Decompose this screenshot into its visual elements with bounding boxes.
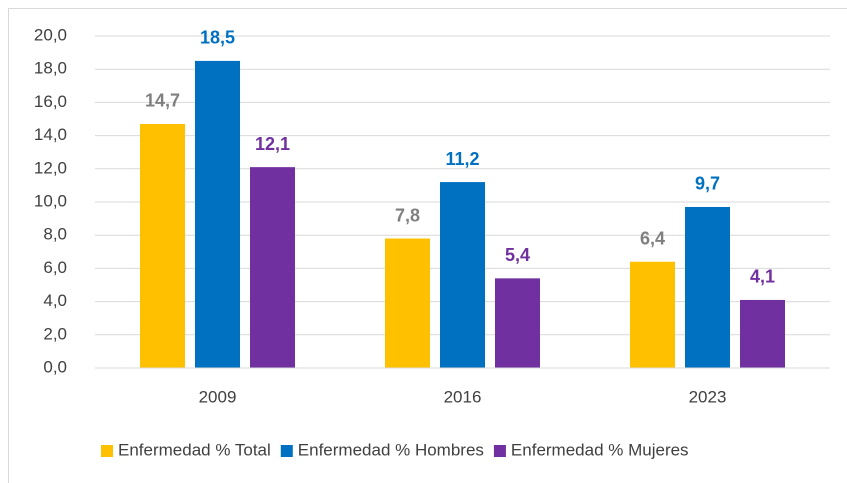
y-tick-label: 14,0 (34, 125, 67, 144)
y-tick-label: 16,0 (34, 92, 67, 111)
value-label: 4,1 (750, 267, 775, 287)
y-tick-label: 20,0 (34, 25, 67, 44)
chart-border (8, 8, 847, 483)
value-label: 12,1 (255, 134, 290, 154)
legend-swatch (280, 445, 293, 457)
y-tick-label: 2,0 (43, 324, 67, 343)
value-label: 14,7 (145, 91, 180, 111)
bar (740, 299, 785, 368)
value-label: 6,4 (640, 229, 665, 249)
legend-label: Enfermedad % Total (118, 440, 271, 459)
x-tick-label: 2009 (199, 387, 237, 406)
legend-label: Enfermedad % Hombres (298, 440, 484, 459)
bar (195, 60, 240, 369)
y-tick-label: 6,0 (43, 258, 67, 277)
legend-swatch (493, 445, 506, 457)
bar (685, 206, 730, 368)
x-tick-label: 2016 (444, 387, 482, 406)
y-tick-label: 18,0 (34, 59, 67, 78)
y-tick-label: 4,0 (43, 291, 67, 310)
bar (385, 238, 430, 368)
legend-label: Enfermedad % Mujeres (511, 440, 689, 459)
value-label: 5,4 (505, 245, 530, 265)
value-label: 11,2 (445, 149, 479, 169)
y-tick-label: 8,0 (43, 225, 67, 244)
bar (440, 182, 485, 368)
bar (630, 261, 675, 368)
legend-swatch (101, 445, 113, 457)
y-tick-label: 12,0 (34, 158, 67, 177)
bar (250, 167, 295, 368)
value-label: 9,7 (695, 174, 720, 194)
value-label: 7,8 (395, 205, 420, 225)
y-tick-label: 0,0 (43, 357, 67, 376)
value-label: 18,5 (200, 28, 235, 48)
x-tick-label: 2023 (689, 387, 727, 406)
y-tick-label: 10,0 (34, 191, 67, 210)
bar (140, 123, 185, 368)
bar (495, 278, 540, 368)
